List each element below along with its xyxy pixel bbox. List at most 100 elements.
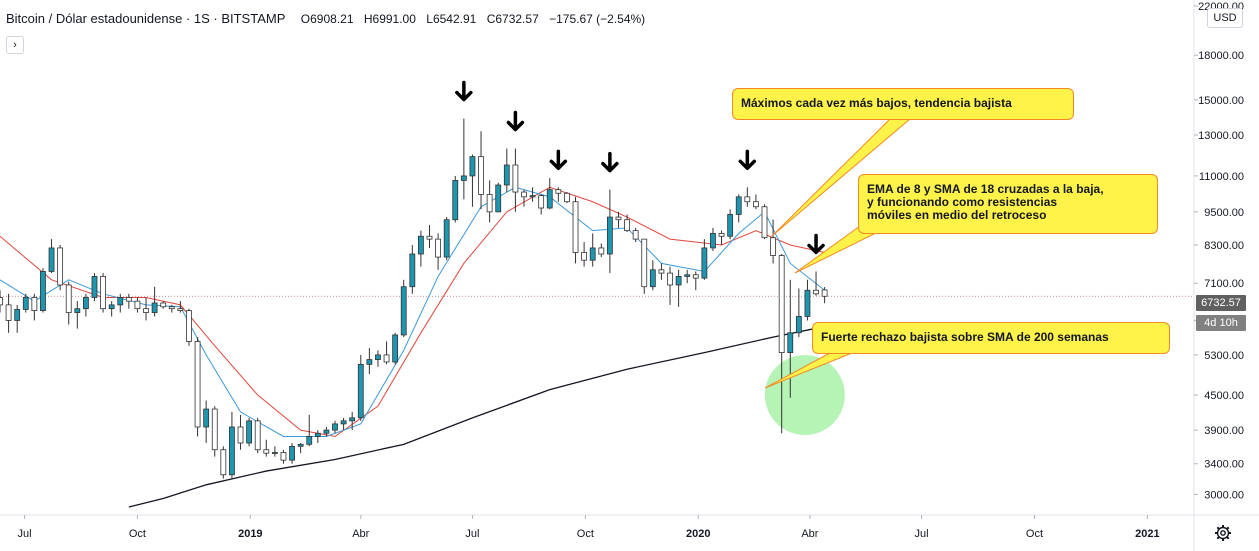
time-tick-label: Oct [1026,528,1043,540]
candle-body [332,423,338,431]
candle-body [254,420,261,451]
price-tick-label: 9500.00 [1204,207,1244,219]
candle-body [692,274,699,279]
sma18-line [0,186,825,438]
price-tick-label: 4500.00 [1204,390,1244,402]
candle-body [727,214,734,237]
candle-body [581,252,588,261]
change-value: −175.67 (−2.54%) [549,12,646,26]
candle-body [649,269,656,288]
candle-body [160,302,167,308]
candle-body [40,271,46,312]
candle-body [675,276,682,286]
high-label: H [363,12,373,26]
candle-body [100,276,106,310]
candle-body [125,297,132,302]
candle-body [555,189,562,194]
candle-body [263,449,270,454]
collapse-legend-button[interactable]: › [6,36,24,54]
down-arrow-icon [738,149,757,171]
bar-countdown-badge: 4d 10h [1196,315,1246,331]
candle-body [486,194,493,213]
candle-body [495,184,502,213]
down-arrow-icon [455,80,473,102]
symbol-title[interactable]: Bitcoin / Dólar estadounidense · 1S · BI… [6,11,286,26]
time-tick-label: 2020 [686,528,710,540]
candle-body [340,420,347,425]
currency-label[interactable]: USD [1207,8,1243,28]
candle-body [503,164,510,186]
candle-body [400,286,407,336]
candle-body [744,196,751,203]
candle-body [271,452,278,454]
candle-body [82,297,89,310]
candle-body [787,332,794,354]
candle-body [108,304,115,310]
callout-sma200-text: Fuerte rechazo bajista sobre SMA de 200 … [821,330,1109,344]
gear-icon[interactable] [1214,524,1232,542]
candle-body [718,233,725,237]
candle-body [460,175,467,181]
candle-body [770,237,776,256]
time-tick-label: Oct [129,528,146,540]
candle-body [5,304,12,321]
callout-lower-highs-text: Máximos cada vez más bajos, tendencia ba… [741,96,1012,110]
candle-body [392,334,399,363]
candle-body [31,297,38,312]
candle-body [804,289,811,317]
callout-ma-line-3: móviles en medio del retroceso [867,208,1047,222]
close-value: 6732.57 [495,12,539,26]
candle-body [117,297,124,306]
candle-body [606,216,613,255]
candle-body [280,452,287,461]
down-arrow-icon [506,110,525,132]
candle-body [546,189,553,209]
candle-body [409,253,416,288]
time-tick-label: Jul [18,528,32,540]
candle-body [778,255,785,354]
candle-body [306,436,313,445]
time-tick-label: Jul [465,528,479,540]
candle-body [177,308,184,312]
candle-body [194,341,201,428]
candle-body [323,429,330,434]
candle-body [375,354,381,360]
candle-body [632,230,639,240]
candle-body [186,310,192,342]
callout-sma200-rejection[interactable]: Fuerte rechazo bajista sobre SMA de 200 … [812,322,1170,354]
price-tick-label: 3000.00 [1204,489,1244,501]
candle-body [795,316,802,334]
callout-moving-averages[interactable]: EMA de 8 y SMA de 18 cruzadas a la baja,… [858,174,1158,234]
price-tick-label: 3400.00 [1204,459,1244,471]
candle-body [168,306,175,310]
candle-body [57,247,64,286]
candle-body [366,359,373,365]
candle-body [589,247,596,261]
last-price-badge: 6732.57 [1196,295,1246,311]
chart-header: Bitcoin / Dólar estadounidense · 1S · BI… [6,11,645,26]
close-label: C [486,12,496,26]
candle-body [761,206,768,239]
candle-body [91,276,98,298]
time-tick-label: 2019 [238,528,262,540]
ohlc-legend: O6908.21 H6991.00 L6542.91 C6732.57 −175… [301,12,645,26]
candle-body [211,408,218,451]
price-tick-label: 7100.00 [1204,278,1244,290]
candle-body [237,426,244,444]
candle-body [426,235,433,240]
candle-body [74,308,81,313]
candle-body [452,180,459,221]
candle-body [478,156,484,195]
candle-body [615,216,622,221]
price-tick-label: 18000.00 [1198,50,1244,62]
candle-body [598,247,605,255]
candle-body [512,164,519,193]
candle-body [297,443,304,447]
price-tick-label: 15000.00 [1198,95,1244,107]
callout-lower-highs[interactable]: Máximos cada vez más bajos, tendencia ba… [732,88,1074,120]
candle-body [443,219,450,258]
down-arrow-icon [601,151,619,173]
price-tick-label: 3900.00 [1204,425,1244,437]
open-value: 6908.21 [310,12,354,26]
